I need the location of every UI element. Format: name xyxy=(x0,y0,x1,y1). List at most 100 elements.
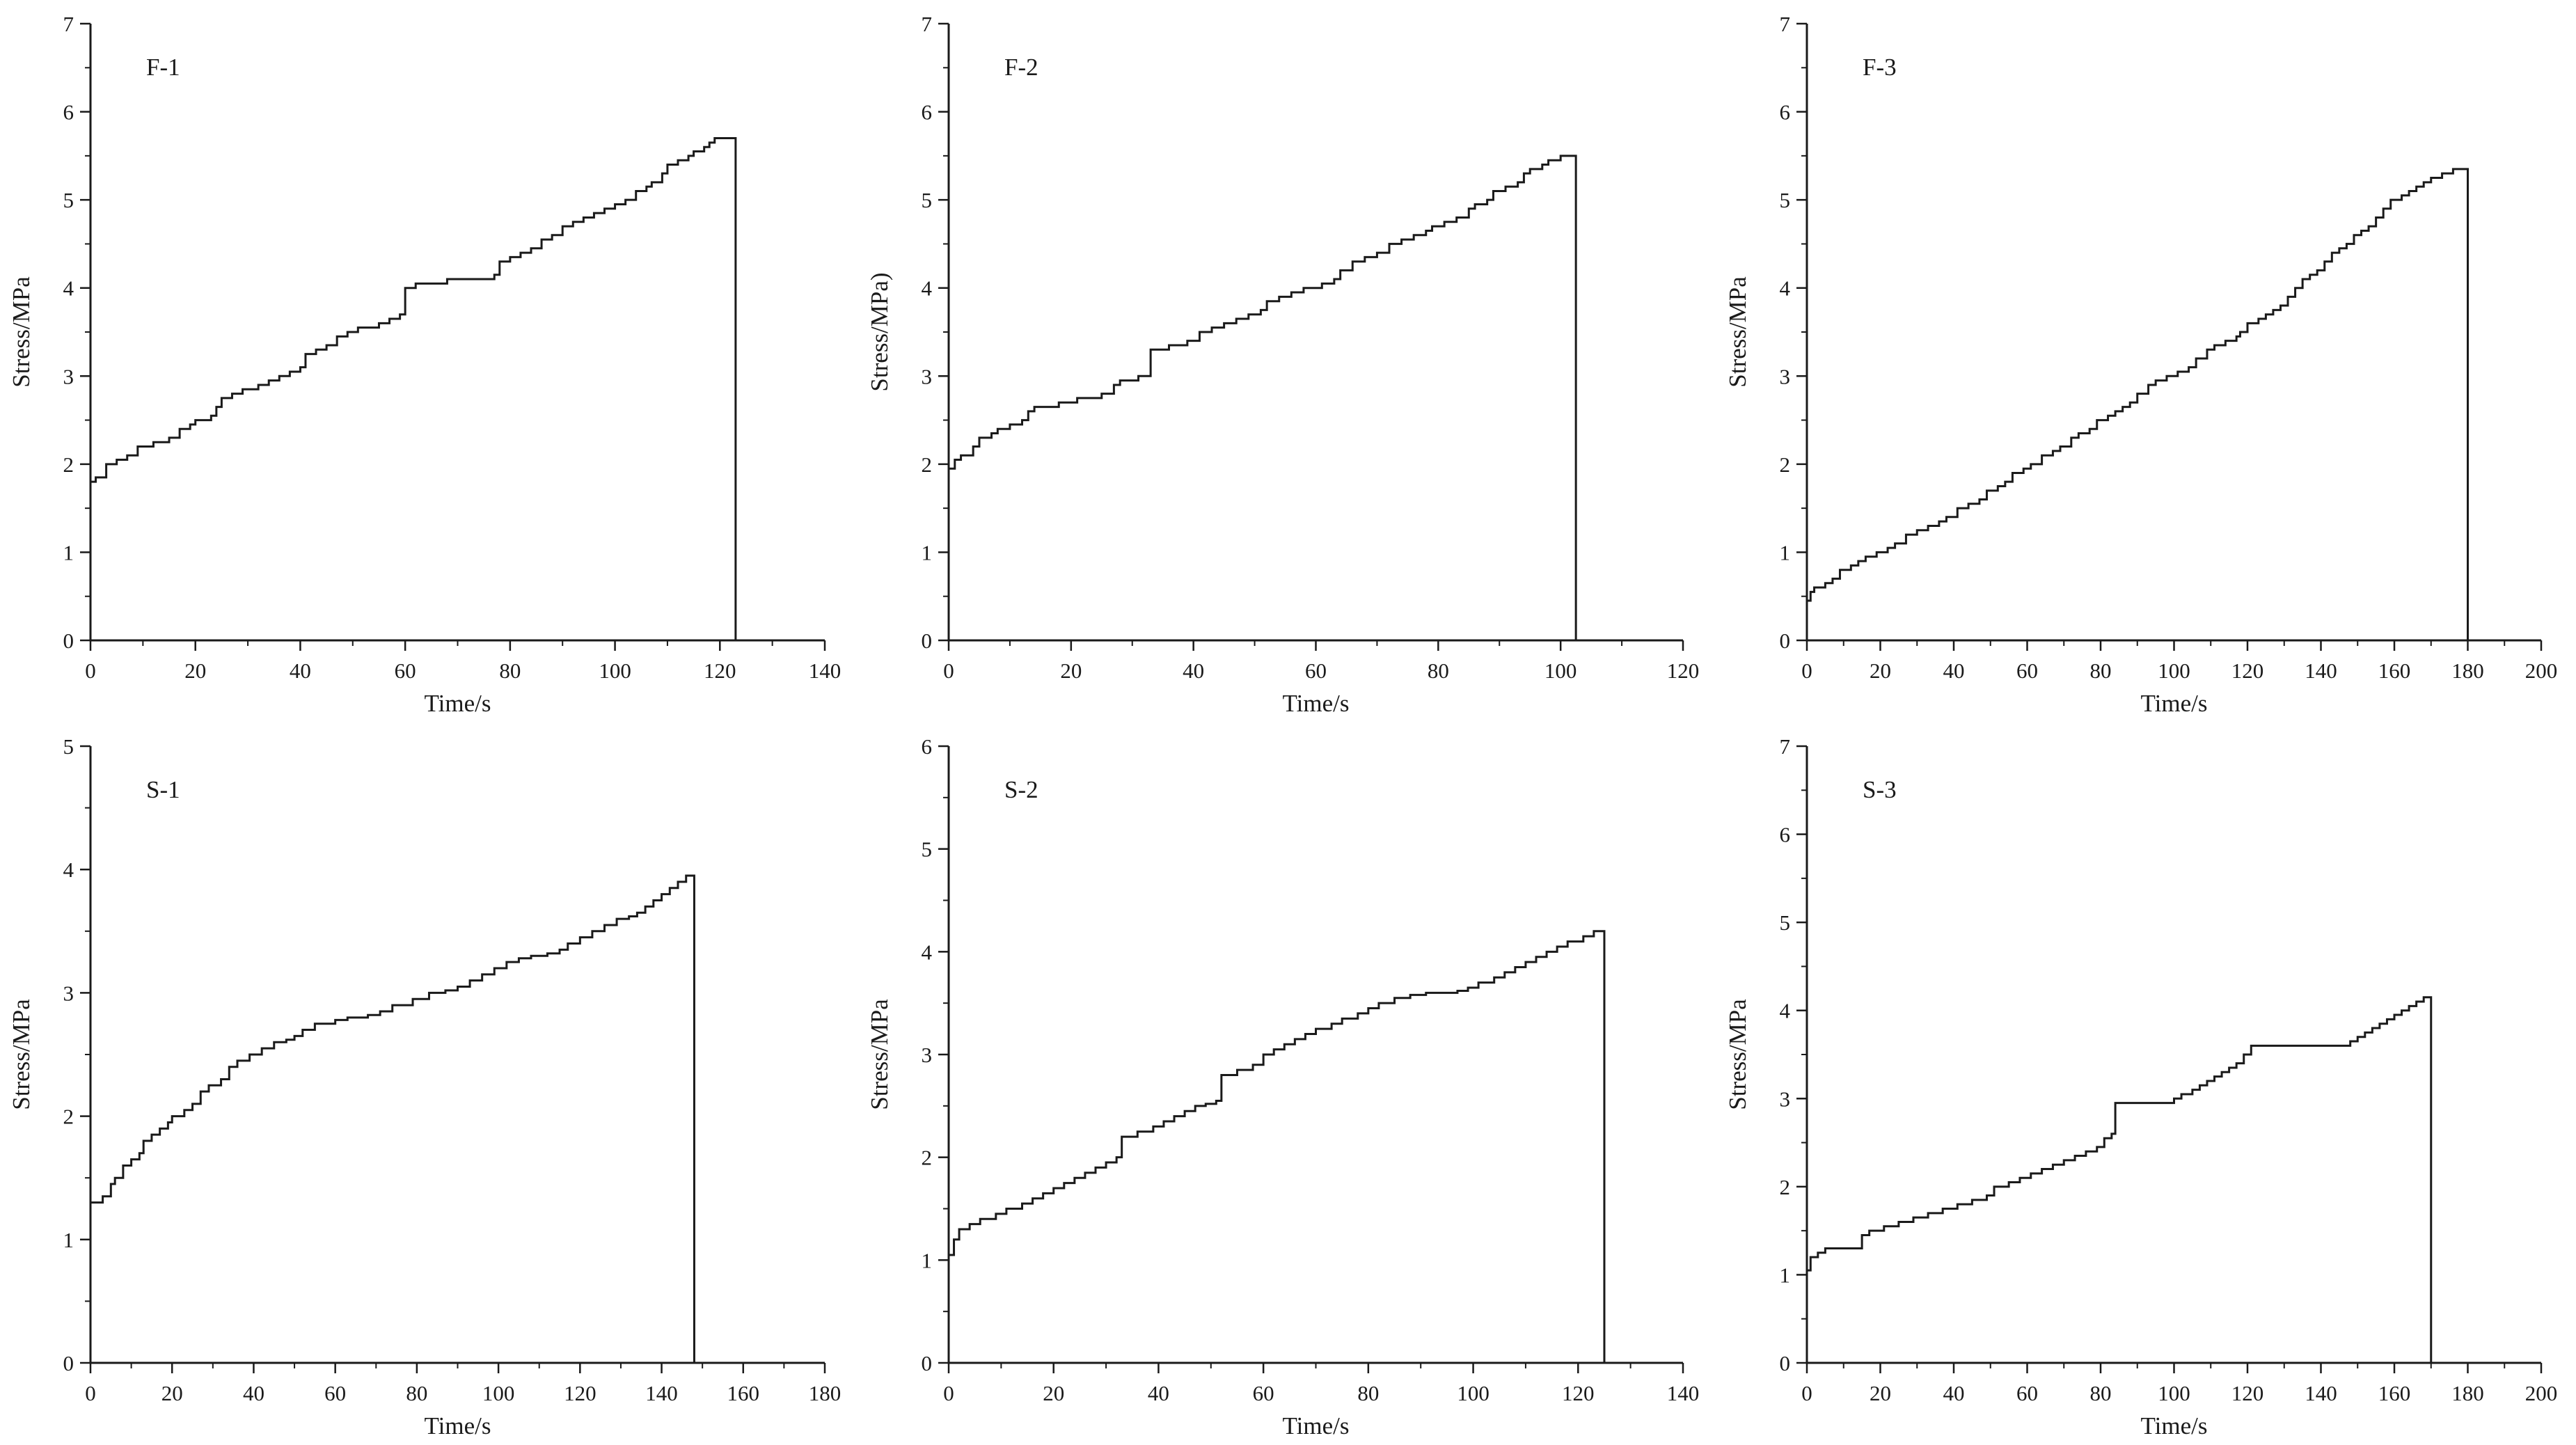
x-tick-label: 40 xyxy=(1148,1381,1169,1405)
x-tick-label: 80 xyxy=(1357,1381,1379,1405)
x-tick-label: 180 xyxy=(2451,1381,2484,1405)
y-tick-label: 1 xyxy=(922,540,933,564)
y-tick-label: 6 xyxy=(63,100,74,125)
panel-title: F-3 xyxy=(1863,54,1897,81)
x-tick-label: 0 xyxy=(943,658,954,683)
x-tick-label: 60 xyxy=(395,658,416,683)
y-tick-label: 6 xyxy=(1780,100,1791,125)
y-tick-label: 2 xyxy=(1780,1175,1791,1199)
panel-f1: 0 20 40 60 80 100 120 140 0 1 2 3 4 5 6 7 Time/s Stress/M… xyxy=(0,0,858,722)
y-tick-label: 3 xyxy=(63,364,74,388)
x-tick-label: 180 xyxy=(2451,658,2484,683)
y-tick-label: 3 xyxy=(1780,1087,1791,1111)
x-tick-label: 200 xyxy=(2525,658,2558,683)
x-axis-title: Time/s xyxy=(425,1412,491,1439)
y-tick-label: 2 xyxy=(63,452,74,477)
x-tick-label: 0 xyxy=(1801,1381,1812,1405)
y-tick-label: 2 xyxy=(63,1105,74,1129)
y-tick-label: 7 xyxy=(1780,734,1791,759)
panel-title: S-1 xyxy=(146,776,180,803)
x-tick-label: 140 xyxy=(2305,1381,2337,1405)
x-tick-label: 120 xyxy=(1667,658,1700,683)
y-tick-label: 7 xyxy=(922,12,933,36)
panel-f2: 0 20 40 60 80 100 120 0 1 2 3 4 5 6 7 Time/s Stress/MPa)… xyxy=(858,0,1716,722)
y-tick-label: 3 xyxy=(63,981,74,1005)
x-tick-label: 20 xyxy=(184,658,206,683)
x-tick-label: 80 xyxy=(2090,658,2112,683)
y-tick-label: 6 xyxy=(922,100,933,125)
chart-s3: 0 20 40 60 80 100 120 140 160 180 200 0 1 2 3 4 5 6 7 Time/… xyxy=(1724,734,2558,1439)
x-tick-label: 0 xyxy=(1801,658,1812,683)
x-tick-label: 100 xyxy=(2158,1381,2190,1405)
x-tick-label: 120 xyxy=(1562,1381,1595,1405)
panel-s1: 0 20 40 60 80 100 120 140 160 180 0 1 2 3 4 5 Time/s Stre… xyxy=(0,722,858,1445)
x-tick-label: 180 xyxy=(809,1381,841,1405)
x-tick-label: 40 xyxy=(1943,658,1965,683)
x-tick-label: 40 xyxy=(1943,1381,1965,1405)
chart-f3: 0 20 40 60 80 100 120 140 160 180 200 0 1 2 3 4 5 6 7 Time/… xyxy=(1724,12,2558,717)
y-tick-label: 1 xyxy=(922,1248,933,1272)
x-tick-label: 160 xyxy=(2378,1381,2411,1405)
y-tick-label: 4 xyxy=(1780,276,1791,301)
x-tick-label: 100 xyxy=(2158,658,2190,683)
x-tick-label: 120 xyxy=(564,1381,596,1405)
series-line xyxy=(1807,168,2469,640)
y-tick-label: 3 xyxy=(922,364,933,388)
x-tick-label: 120 xyxy=(2231,1381,2264,1405)
x-tick-label: 100 xyxy=(1457,1381,1490,1405)
y-tick-label: 2 xyxy=(1780,452,1791,477)
x-tick-label: 100 xyxy=(1544,658,1577,683)
x-tick-label: 60 xyxy=(2016,658,2038,683)
x-tick-label: 40 xyxy=(1183,658,1204,683)
x-axis-title: Time/s xyxy=(425,690,491,717)
x-tick-label: 140 xyxy=(645,1381,678,1405)
y-tick-label: 0 xyxy=(1780,629,1791,653)
chart-f1: 0 20 40 60 80 100 120 140 0 1 2 3 4 5 6 7 Time/s Stress/M… xyxy=(8,12,841,717)
panel-title: S-3 xyxy=(1863,776,1897,803)
y-tick-label: 0 xyxy=(63,629,74,653)
x-tick-label: 60 xyxy=(1305,658,1327,683)
x-tick-label: 80 xyxy=(1428,658,1449,683)
y-tick-label: 4 xyxy=(922,276,933,301)
series-line xyxy=(1807,996,2433,1363)
y-tick-label: 1 xyxy=(63,540,74,564)
y-tick-label: 3 xyxy=(922,1043,933,1067)
x-tick-label: 100 xyxy=(599,658,631,683)
x-axis-title: Time/s xyxy=(1283,1412,1350,1439)
x-tick-label: 20 xyxy=(1060,658,1082,683)
series-line xyxy=(949,930,1606,1363)
y-tick-label: 4 xyxy=(922,940,933,964)
y-tick-label: 2 xyxy=(922,452,933,477)
y-tick-label: 2 xyxy=(922,1146,933,1170)
x-tick-label: 0 xyxy=(85,1381,96,1405)
y-axis-title: Stress/MPa xyxy=(1724,999,1751,1110)
x-tick-label: 120 xyxy=(704,658,736,683)
y-axis-title: Stress/MPa xyxy=(8,999,35,1110)
x-tick-label: 20 xyxy=(1043,1381,1064,1405)
x-axis-title: Time/s xyxy=(1283,690,1350,717)
chart-s1: 0 20 40 60 80 100 120 140 160 180 0 1 2 3 4 5 Time/s Stre… xyxy=(8,734,841,1439)
x-tick-label: 100 xyxy=(482,1381,515,1405)
y-tick-label: 4 xyxy=(1780,999,1791,1023)
x-tick-label: 140 xyxy=(1667,1381,1700,1405)
x-tick-label: 60 xyxy=(324,1381,346,1405)
y-axis-title: Stress/MPa xyxy=(8,276,35,388)
x-tick-label: 200 xyxy=(2525,1381,2558,1405)
y-tick-label: 5 xyxy=(1780,188,1791,212)
x-tick-label: 140 xyxy=(809,658,841,683)
y-tick-label: 7 xyxy=(63,12,74,36)
y-tick-label: 0 xyxy=(63,1351,74,1375)
x-tick-label: 160 xyxy=(727,1381,760,1405)
panel-title: F-2 xyxy=(1004,54,1038,81)
x-tick-label: 60 xyxy=(2016,1381,2038,1405)
y-tick-label: 6 xyxy=(922,734,933,759)
series-line xyxy=(949,155,1577,640)
x-tick-label: 20 xyxy=(1870,658,1891,683)
y-tick-label: 1 xyxy=(63,1228,74,1252)
y-tick-label: 4 xyxy=(63,276,74,301)
chart-f2: 0 20 40 60 80 100 120 0 1 2 3 4 5 6 7 Time/s Stress/MPa)… xyxy=(866,12,1700,717)
series-line xyxy=(90,874,695,1363)
y-tick-label: 7 xyxy=(1780,12,1791,36)
panel-title: F-1 xyxy=(146,54,180,81)
